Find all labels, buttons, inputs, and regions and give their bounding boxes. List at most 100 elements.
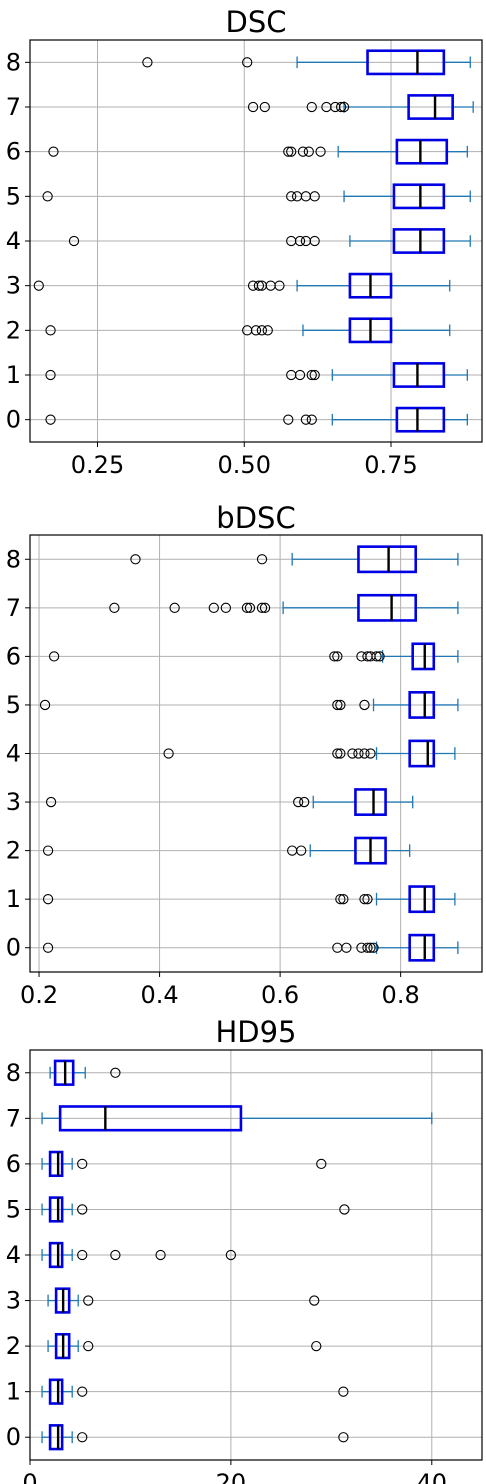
outlier-point: [300, 414, 312, 425]
outlier-point: [45, 414, 56, 425]
outlier-point: [45, 369, 56, 381]
outlier-point: [362, 942, 373, 953]
outlier-point: [309, 369, 320, 381]
outlier-point: [365, 748, 376, 759]
box-3: [47, 1287, 320, 1314]
outlier-point: [39, 699, 51, 711]
outlier-point: [365, 942, 376, 953]
box-1: [42, 885, 456, 914]
y-tick-label: 1: [6, 1378, 21, 1406]
iqr-box: [48, 1424, 64, 1451]
outlier-point: [163, 748, 174, 759]
outlier-point: [359, 894, 370, 905]
outlier-point: [262, 325, 273, 336]
outlier-point: [77, 1158, 88, 1170]
x-tick-label: 20: [216, 1469, 247, 1484]
iqr-box: [48, 1196, 64, 1223]
iqr-box: [392, 228, 446, 254]
outlier-point: [309, 235, 320, 247]
y-tick-label: 6: [6, 642, 21, 670]
outlier-point: [83, 1295, 94, 1306]
outlier-point: [109, 602, 120, 613]
outlier-point: [259, 602, 271, 613]
outlier-point: [339, 1204, 350, 1215]
box-4: [163, 739, 456, 768]
outlier-point: [368, 942, 379, 953]
outlier-point: [286, 191, 297, 202]
outlier-point: [332, 748, 343, 759]
box-7: [247, 94, 474, 120]
outlier-point: [77, 1204, 88, 1215]
outlier-point: [303, 146, 314, 157]
outlier-point: [309, 1295, 320, 1306]
y-tick-label: 7: [6, 594, 21, 622]
iqr-box: [392, 362, 446, 388]
iqr-box: [407, 94, 454, 120]
box-0: [42, 933, 459, 962]
outlier-point: [256, 554, 268, 565]
iqr-box: [392, 183, 446, 210]
outlier-point: [306, 369, 317, 381]
outlier-point: [42, 942, 54, 953]
outlier-point: [374, 651, 385, 662]
outlier-point: [77, 1249, 88, 1261]
outlier-point: [335, 699, 346, 711]
outlier-point: [42, 894, 54, 905]
outlier-point: [359, 748, 370, 759]
box-0: [45, 406, 468, 433]
outlier-point: [155, 1249, 166, 1261]
iqr-box: [408, 933, 436, 962]
iqr-box: [58, 1105, 243, 1132]
outlier-point: [242, 57, 253, 68]
x-tick-label: 0.2: [20, 981, 58, 1009]
outlier-point: [306, 101, 317, 113]
iqr-box: [395, 406, 446, 433]
iqr-box: [48, 1150, 64, 1178]
iqr-box: [357, 545, 418, 574]
y-tick-label: 8: [6, 545, 21, 573]
outlier-point: [110, 1067, 121, 1078]
iqr-box: [408, 739, 436, 768]
outlier-point: [169, 602, 180, 613]
outlier-point: [341, 942, 352, 953]
y-tick-label: 4: [6, 1241, 21, 1269]
y-tick-label: 0: [6, 934, 21, 962]
y-tick-label: 7: [6, 93, 21, 121]
box-6: [41, 1150, 327, 1178]
x-tick-label: 0.50: [218, 451, 271, 479]
outlier-point: [48, 651, 60, 662]
iqr-box: [395, 138, 449, 165]
outlier-point: [77, 1432, 88, 1443]
outlier-point: [110, 1249, 121, 1261]
outlier-point: [299, 796, 310, 808]
x-tick-label: 0: [22, 1469, 37, 1484]
box-3: [45, 788, 414, 816]
outlier-point: [247, 101, 259, 113]
chart-panel-0: DSC 0 1 2 3 4 5 6 7 8 0.25 0.50 0.75: [6, 5, 483, 479]
outlier-point: [294, 369, 306, 381]
outlier-point: [296, 845, 307, 856]
y-tick-label: 6: [6, 138, 21, 166]
y-tick-label: 3: [6, 272, 21, 300]
outlier-point: [259, 101, 270, 113]
outlier-point: [332, 651, 343, 662]
outlier-point: [335, 101, 347, 113]
box-7: [41, 1105, 433, 1132]
outlier-point: [42, 845, 54, 856]
outlier-point: [359, 699, 370, 711]
box-7: [109, 593, 459, 622]
outlier-point: [42, 191, 53, 202]
x-tick-label: 0.75: [364, 451, 417, 479]
outlier-point: [294, 235, 306, 247]
iqr-box: [48, 1241, 64, 1269]
box-6: [48, 642, 459, 671]
outlier-point: [250, 325, 262, 336]
outlier-point: [338, 1432, 349, 1443]
outlier-point: [353, 748, 364, 759]
box-1: [41, 1378, 349, 1405]
y-tick-label: 6: [6, 1150, 21, 1178]
outlier-point: [142, 57, 153, 68]
outlier-point: [316, 1158, 327, 1170]
outlier-point: [311, 1340, 322, 1352]
